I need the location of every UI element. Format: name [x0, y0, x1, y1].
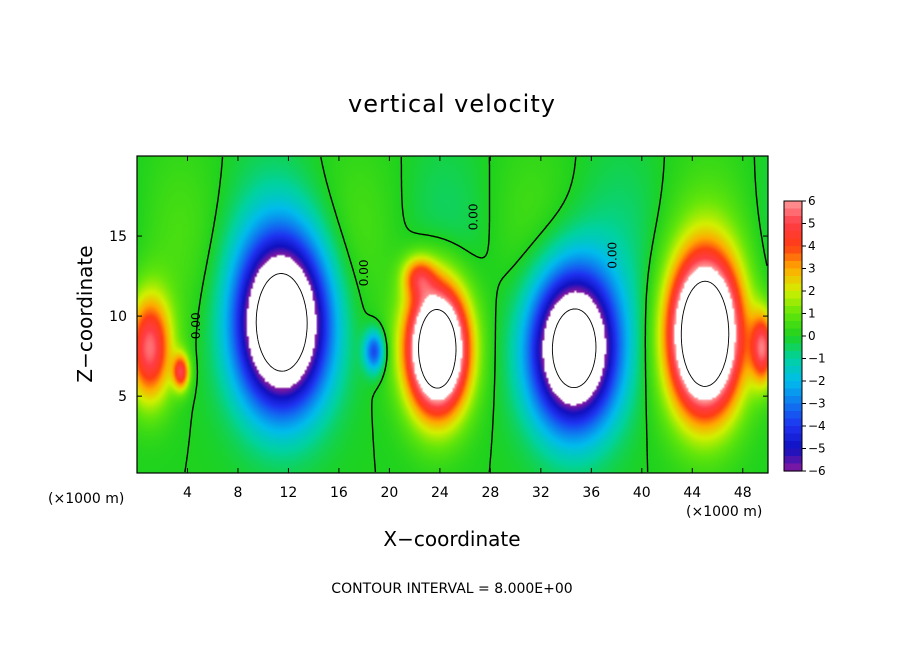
colorbar-tick-label: 5	[808, 217, 816, 231]
colorbar-swatch	[784, 351, 802, 360]
x-tick-label: 20	[380, 485, 398, 501]
colorbar-tick-label: 1	[808, 307, 816, 321]
contour-interval-note: CONTOUR INTERVAL = 8.000E+00	[331, 581, 572, 597]
colorbar-tick-label: −5	[808, 442, 826, 456]
contour-line	[184, 156, 768, 473]
colorbar-tick-label: 0	[808, 329, 816, 343]
colorbar-swatch	[784, 276, 802, 285]
colorbar-swatch	[784, 366, 802, 375]
colorbar: 6 5 4 3 2 1 0 −1 −2 −3 −4 −5 −6	[783, 194, 826, 478]
plot-area	[137, 156, 768, 473]
colorbar-swatch	[784, 388, 802, 397]
colorbar-tick-label: −4	[808, 419, 826, 433]
colorbar-swatch	[784, 231, 802, 240]
colorbar-swatch	[784, 208, 802, 217]
colorbar-swatch	[784, 298, 802, 307]
colorbar-swatch	[784, 403, 802, 412]
y-tick-label: 15	[109, 229, 127, 245]
x-tick-label: 8	[233, 485, 242, 501]
colorbar-tick-label: −3	[808, 397, 826, 411]
y-tick-label: 5	[118, 389, 127, 405]
colorbar-swatch	[784, 216, 802, 225]
colorbar-swatch	[784, 426, 802, 435]
colorbar-swatch	[784, 411, 802, 420]
colorbar-swatch	[784, 321, 802, 330]
chart-title: vertical velocity	[348, 90, 556, 118]
contour-labels: 0.00 0.00 0.00 0.00	[189, 203, 619, 339]
contour-label: 0.00	[606, 242, 620, 269]
x-tick-label: 12	[280, 485, 298, 501]
x-tick-label: 32	[532, 485, 550, 501]
colorbar-swatch	[784, 268, 802, 277]
contour-line	[418, 280, 730, 389]
y-tick-label: 10	[109, 309, 127, 325]
heatmap-field	[137, 156, 768, 473]
colorbar-tick-label: −2	[808, 374, 826, 388]
colorbar-tick-label: −6	[808, 464, 826, 478]
colorbar-tick-label: 4	[808, 239, 816, 253]
contour-label: 0.00	[467, 203, 481, 230]
x-axis-ticks: 4 8 12 16 20 24 28 32 36 40 44 48	[183, 156, 752, 501]
x-axis-label: X−coordinate	[383, 527, 520, 551]
colorbar-swatch	[784, 463, 802, 472]
colorbar-swatch	[784, 456, 802, 465]
colorbar-swatch	[784, 238, 802, 247]
colorbar-swatch	[784, 418, 802, 427]
x-tick-label: 40	[633, 485, 651, 501]
x-tick-label: 28	[481, 485, 499, 501]
colorbar-swatch	[784, 246, 802, 255]
colorbar-swatch	[784, 223, 802, 232]
colorbar-swatch	[784, 448, 802, 457]
y-axis-label: Z−coordinate	[73, 245, 97, 382]
colorbar-swatch	[784, 343, 802, 352]
colorbar-tick-label: 6	[808, 194, 816, 208]
contour-label: 0.00	[189, 312, 203, 339]
colorbar-tick-label: 3	[808, 262, 816, 276]
x-tick-label: 44	[683, 485, 701, 501]
x-unit-left: (×1000 m)	[48, 491, 124, 507]
x-tick-label: 4	[183, 485, 192, 501]
contour-lines	[184, 156, 768, 473]
colorbar-swatch	[784, 328, 802, 337]
colorbar-swatch	[784, 373, 802, 382]
x-tick-label: 24	[431, 485, 449, 501]
colorbar-swatch	[784, 381, 802, 390]
plot-frame	[136, 155, 769, 474]
colorbar-swatch	[784, 441, 802, 450]
y-axis-ticks: 5 10 15	[109, 229, 768, 405]
colorbar-swatch	[784, 253, 802, 262]
colorbar-swatch	[784, 283, 802, 292]
contour-line	[255, 273, 597, 389]
colorbar-swatch	[784, 336, 802, 345]
colorbar-swatch	[784, 201, 802, 210]
x-tick-label: 36	[582, 485, 600, 501]
x-tick-label: 16	[330, 485, 348, 501]
colorbar-tick-label: −1	[808, 352, 826, 366]
colorbar-swatch	[784, 291, 802, 300]
x-tick-label: 48	[734, 485, 752, 501]
colorbar-tick-label: 2	[808, 284, 816, 298]
contour-label: 0.00	[357, 260, 371, 287]
colorbar-swatch	[784, 313, 802, 322]
colorbar-swatch	[784, 396, 802, 405]
colorbar-swatch	[784, 358, 802, 367]
x-unit-right: (×1000 m)	[686, 504, 762, 520]
colorbar-swatch	[784, 433, 802, 442]
colorbar-swatch	[784, 261, 802, 270]
colorbar-swatch	[784, 306, 802, 315]
